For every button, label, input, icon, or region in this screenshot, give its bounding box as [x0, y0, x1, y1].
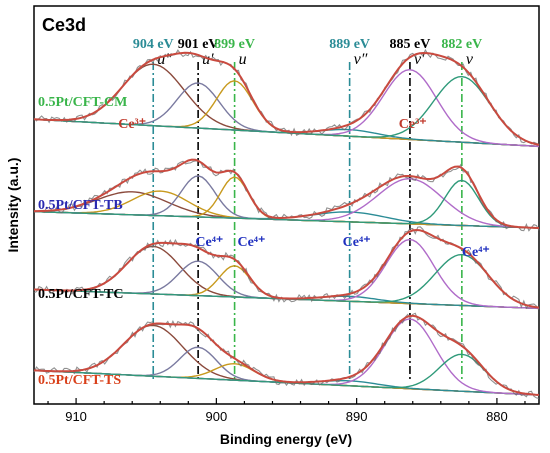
- series-1-envelope: [34, 158, 540, 229]
- reference-label-5: 882 eV: [441, 37, 482, 52]
- peak-symbol-2: u: [239, 51, 247, 68]
- peak-symbol-3: v″: [354, 51, 368, 68]
- oxidation-state-label-1: Ce³⁺: [399, 117, 427, 132]
- series-label-0: 0.5Pt/CFT-CM: [38, 95, 127, 110]
- peak-symbol-4: v′: [414, 51, 425, 68]
- series-2: 0.5Pt/CFT-TC: [33, 226, 540, 310]
- x-ticks: 910 900 890 880: [47, 398, 526, 424]
- series-0: 0.5Pt/CFT-CM: [33, 48, 540, 148]
- oxidation-state-label-4: Ce⁴⁺: [343, 235, 371, 250]
- annotations: Ce³⁺ Ce³⁺ Ce⁴⁺ Ce⁴⁺ Ce⁴⁺ Ce⁴⁺: [118, 117, 490, 260]
- series-label-3: 0.5Pt/CFT-TS: [38, 373, 121, 388]
- oxidation-state-label-0: Ce³⁺: [118, 117, 146, 132]
- series-0-component-2: [33, 80, 540, 148]
- series-label-2: 0.5Pt/CFT-TC: [38, 287, 123, 302]
- oxidation-state-label-5: Ce⁴⁺: [462, 245, 490, 260]
- series-label-1: 0.5Pt/CFT-TB: [38, 198, 123, 213]
- series-3: 0.5Pt/CFT-TS: [33, 312, 540, 399]
- series-0-component-5: [33, 75, 540, 146]
- peak-symbol-5: v: [466, 51, 474, 68]
- reference-label-0: 904 eV: [133, 37, 174, 52]
- x-axis-label: Binding energy (eV): [220, 431, 352, 447]
- reference-label-1: 901 eV: [178, 37, 219, 52]
- series-group: 0.5Pt/CFT-CM 0.5Pt/CFT-TB 0.5Pt/CFT-TC 0.5P…: [33, 48, 540, 399]
- series-0-envelope: [33, 51, 540, 146]
- series-1: 0.5Pt/CFT-TB: [33, 158, 540, 232]
- oxidation-state-label-2: Ce⁴⁺: [195, 235, 223, 250]
- panel-title: Ce3d: [42, 15, 86, 35]
- series-0-component-1: [33, 82, 540, 148]
- reference-label-4: 885 eV: [390, 37, 431, 52]
- reference-label-3: 889 eV: [329, 37, 370, 52]
- x-tick-label: 900: [206, 409, 228, 424]
- y-axis-label: Intensity (a.u.): [5, 158, 21, 253]
- series-1-component-6: [33, 179, 540, 229]
- plot-frame: [33, 5, 540, 405]
- x-tick-label: 890: [346, 409, 368, 424]
- series-2-envelope: [33, 228, 540, 309]
- x-tick-label: 880: [486, 409, 508, 424]
- reference-label-2: 899 eV: [214, 37, 255, 52]
- series-3-raw: [33, 312, 540, 399]
- oxidation-state-label-3: Ce⁴⁺: [237, 235, 265, 250]
- x-tick-label: 910: [65, 409, 87, 424]
- series-3-envelope: [33, 314, 540, 396]
